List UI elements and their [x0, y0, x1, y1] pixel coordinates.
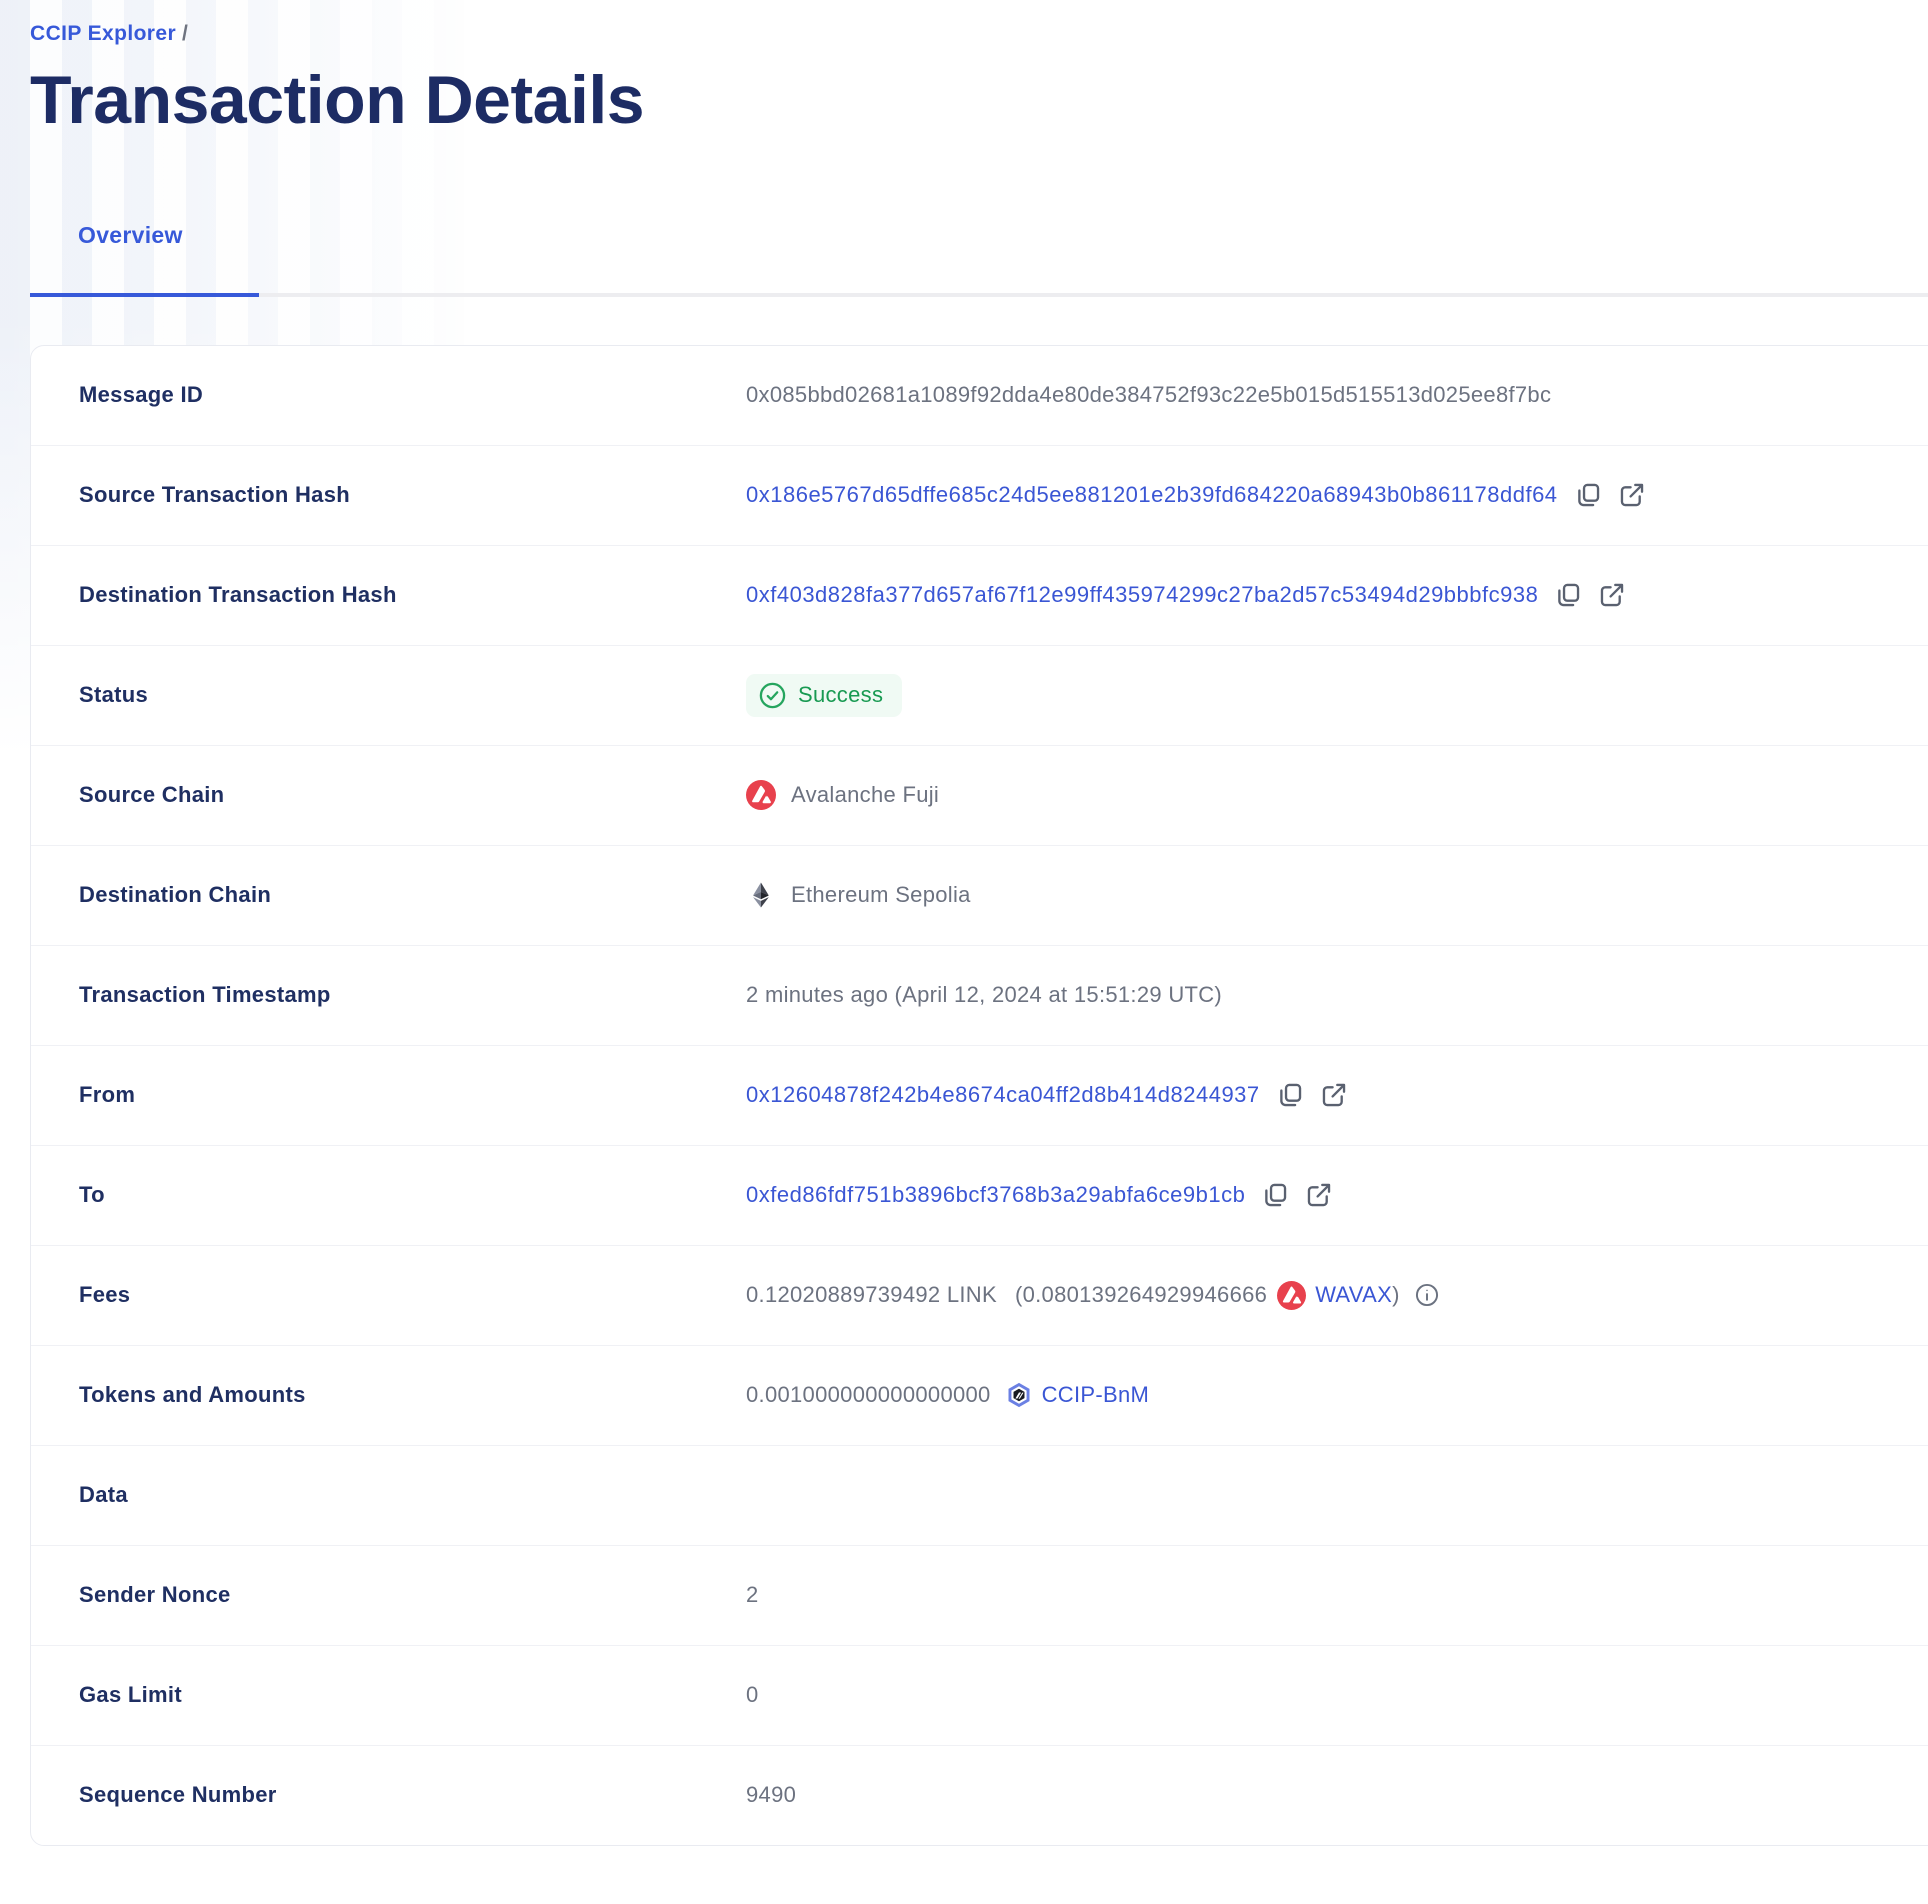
source-tx-hash-link[interactable]: 0x186e5767d65dffe685c24d5ee881201e2b39fd… — [746, 482, 1558, 508]
row-label: Destination Transaction Hash — [79, 582, 397, 608]
gas-limit-value: 0 — [746, 1682, 759, 1708]
table-row-destination-chain: Destination Chain Ethereum Sepolia — [31, 844, 1928, 945]
page-title: Transaction Details — [30, 62, 645, 138]
ccip-bnm-token-link[interactable]: CCIP-BnM — [1041, 1382, 1150, 1408]
status-badge: Success — [746, 673, 903, 717]
token-amount: 0.001000000000000000 — [746, 1382, 991, 1408]
fees-wavax-amount: (0.080139264929946666 — [1014, 1282, 1268, 1308]
row-label: Sender Nonce — [79, 1582, 231, 1608]
external-link-icon[interactable] — [1598, 581, 1626, 609]
sender-nonce-value: 2 — [746, 1582, 759, 1608]
ethereum-icon — [746, 880, 776, 910]
copy-icon[interactable] — [1554, 581, 1582, 609]
source-chain-name: Avalanche Fuji — [791, 782, 940, 808]
row-label: Destination Chain — [79, 882, 272, 908]
table-row-to: To 0xfed86fdf751b3896bcf3768b3a29abfa6ce… — [31, 1144, 1928, 1245]
row-label: Gas Limit — [79, 1682, 182, 1708]
from-address-link[interactable]: 0x12604878f242b4e8674ca04ff2d8b414d82449… — [746, 1082, 1260, 1108]
copy-icon[interactable] — [1261, 1181, 1289, 1209]
row-label: Transaction Timestamp — [79, 982, 331, 1008]
wavax-token-link[interactable]: WAVAX — [1315, 1282, 1393, 1308]
table-row-data: Data — [31, 1444, 1928, 1545]
transaction-details-table: Message ID 0x085bbd02681a1089f92dda4e80d… — [30, 344, 1928, 1846]
row-label: To — [79, 1182, 105, 1208]
table-row-source-tx-hash: Source Transaction Hash 0x186e5767d65dff… — [31, 444, 1928, 545]
copy-icon[interactable] — [1276, 1081, 1304, 1109]
external-link-icon[interactable] — [1320, 1081, 1348, 1109]
table-row-source-chain: Source Chain Avalanche Fuji — [31, 744, 1928, 845]
avalanche-icon — [1277, 1280, 1307, 1310]
row-label: Fees — [79, 1282, 131, 1308]
table-row-status: Status Success — [31, 644, 1928, 745]
fees-close-paren: ) — [1392, 1282, 1400, 1308]
breadcrumb-separator: / — [182, 22, 189, 45]
row-label: Message ID — [79, 382, 204, 408]
table-row-fees: Fees 0.12020889739492 LINK (0.0801392649… — [31, 1244, 1928, 1345]
to-address-link[interactable]: 0xfed86fdf751b3896bcf3768b3a29abfa6ce9b1… — [746, 1182, 1246, 1208]
check-circle-icon — [759, 682, 786, 708]
timestamp-value: 2 minutes ago (April 12, 2024 at 15:51:2… — [746, 982, 1223, 1008]
avalanche-icon — [746, 780, 776, 811]
copy-icon[interactable] — [1574, 481, 1602, 509]
status-text: Success — [798, 682, 884, 708]
row-label: Tokens and Amounts — [79, 1382, 306, 1408]
table-row-timestamp: Transaction Timestamp 2 minutes ago (Apr… — [31, 944, 1928, 1045]
table-row-destination-tx-hash: Destination Transaction Hash 0xf403d828f… — [31, 544, 1928, 645]
tab-overview[interactable]: Overview — [30, 222, 259, 297]
row-label: Status — [79, 682, 149, 708]
tab-bar: Overview — [30, 222, 1928, 297]
ccip-token-icon — [1005, 1381, 1033, 1409]
row-label: Source Transaction Hash — [79, 482, 350, 508]
table-row-sequence-number: Sequence Number 9490 — [31, 1744, 1928, 1845]
external-link-icon[interactable] — [1305, 1181, 1333, 1209]
message-id-value: 0x085bbd02681a1089f92dda4e80de384752f93c… — [746, 382, 1552, 408]
sequence-number-value: 9490 — [746, 1782, 797, 1808]
row-label: From — [79, 1082, 136, 1108]
transaction-details-page: CCIP Explorer / Transaction Details Overv… — [30, 0, 1928, 1846]
fees-link-amount: 0.12020889739492 LINK — [746, 1282, 997, 1308]
row-label: Source Chain — [79, 782, 225, 808]
table-row-gas-limit: Gas Limit 0 — [31, 1644, 1928, 1745]
row-label: Sequence Number — [79, 1782, 277, 1808]
destination-tx-hash-link[interactable]: 0xf403d828fa377d657af67f12e99ff435974299… — [746, 582, 1539, 608]
info-icon[interactable] — [1414, 1282, 1440, 1308]
breadcrumb-link-ccip-explorer[interactable]: CCIP Explorer — [30, 22, 177, 45]
table-row-sender-nonce: Sender Nonce 2 — [31, 1544, 1928, 1645]
external-link-icon[interactable] — [1618, 481, 1646, 509]
table-row-tokens-and-amounts: Tokens and Amounts 0.001000000000000000 … — [31, 1344, 1928, 1445]
table-row-message-id: Message ID 0x085bbd02681a1089f92dda4e80d… — [31, 346, 1928, 445]
breadcrumb: CCIP Explorer / — [30, 0, 1928, 46]
table-row-from: From 0x12604878f242b4e8674ca04ff2d8b414d… — [31, 1044, 1928, 1145]
destination-chain-name: Ethereum Sepolia — [791, 882, 971, 908]
row-label: Data — [79, 1482, 128, 1508]
